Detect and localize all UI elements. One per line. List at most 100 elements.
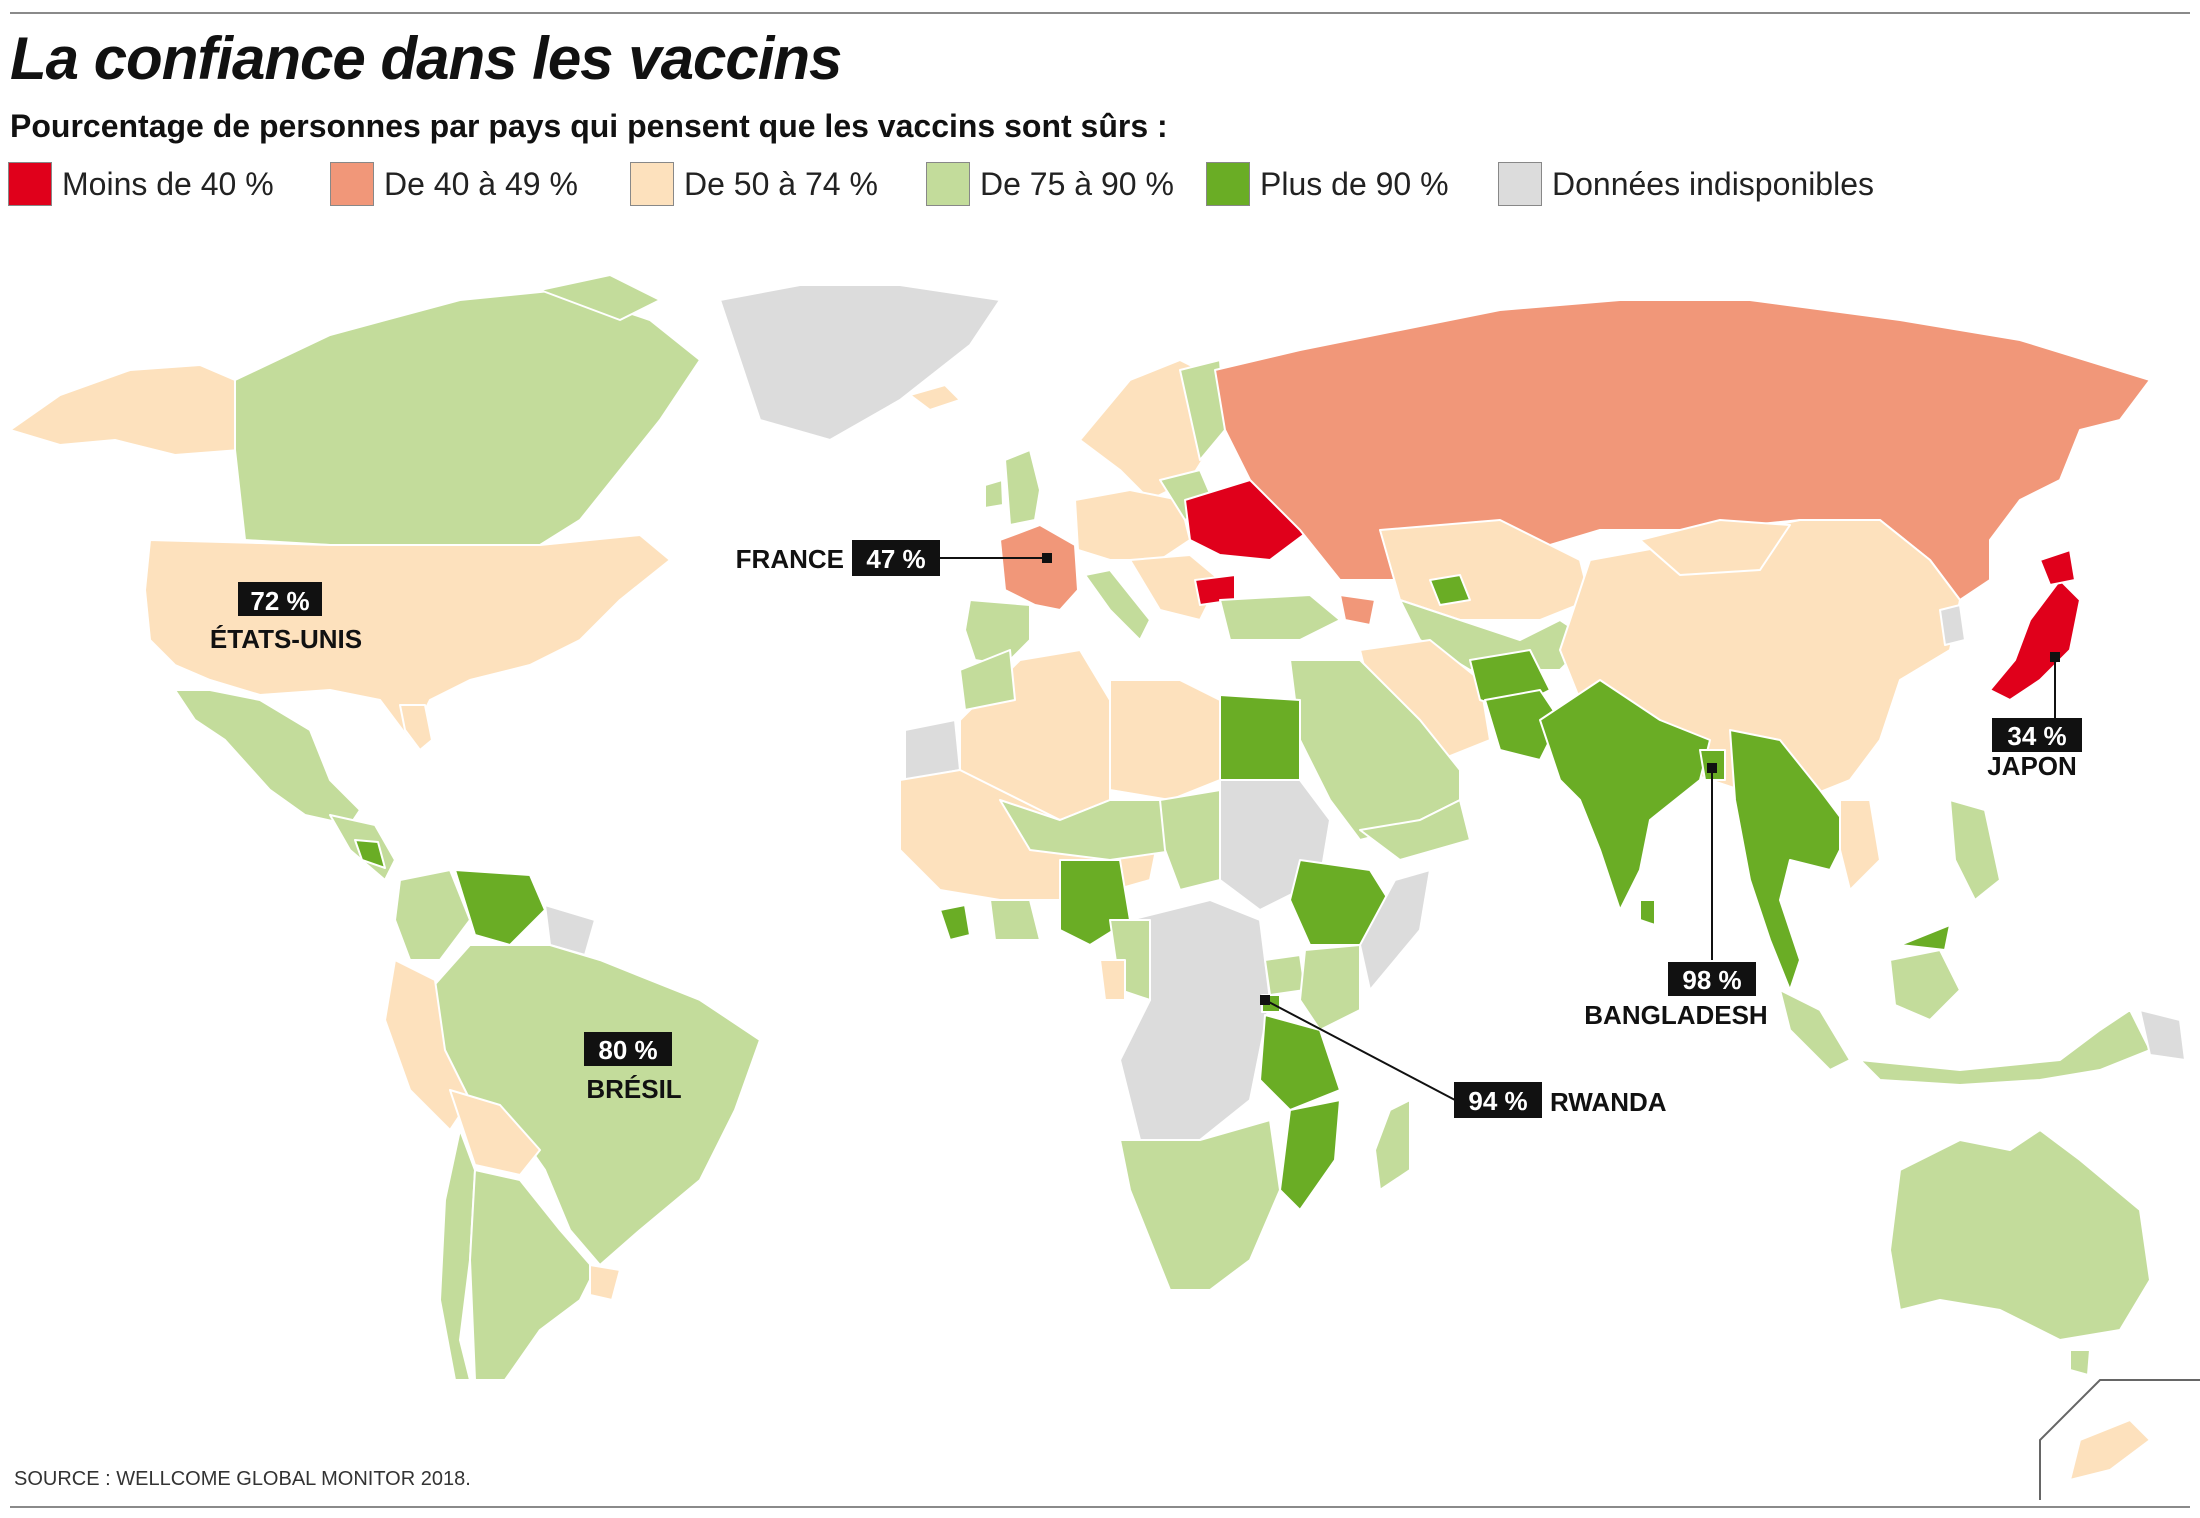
value-badge [1992, 718, 2082, 752]
legend-item-50-74: De 50 à 74 % [630, 160, 878, 208]
region-ireland [984, 479, 1004, 509]
region-philippines [1949, 799, 2001, 901]
legend-swatch [926, 162, 970, 206]
region-japan [1989, 579, 2081, 701]
top-rule [10, 12, 2190, 14]
legend-swatch [1206, 162, 1250, 206]
legend-item-75-90: De 75 à 90 % [926, 160, 1174, 208]
value-badge [852, 540, 940, 576]
region-png [2139, 1009, 2186, 1061]
region-tajikistan [1429, 574, 1471, 606]
page-title: La confiance dans les vaccins [10, 25, 842, 92]
callout-japan: 34 % JAPON [1987, 718, 2082, 781]
callout-bangladesh-value: 98 % [1682, 965, 1741, 995]
region-borneo [1889, 949, 1961, 1021]
region-honduras [354, 839, 386, 869]
callout-bangladesh-name: BANGLADESH [1584, 1000, 1767, 1030]
callout-rwanda-value: 94 % [1468, 1086, 1527, 1116]
leader-line-rwanda [1264, 999, 1456, 1101]
legend-item-no-data: Données indisponibles [1498, 160, 1874, 208]
region-central-africa [1119, 899, 1271, 1141]
value-badge [584, 1032, 672, 1066]
region-indonesia-sumatra [1779, 989, 1851, 1071]
region-uk [1004, 449, 1041, 526]
region-mongolia [1639, 519, 1791, 576]
region-australia [1889, 1129, 2151, 1341]
region-morocco [959, 649, 1016, 711]
callout-usa-value: 72 % [250, 586, 309, 616]
callout-brazil-name: BRÉSIL [586, 1074, 681, 1104]
callout-france-value: 47 % [866, 544, 925, 574]
region-kenya [1299, 944, 1361, 1031]
region-bolivia [449, 1089, 541, 1176]
callout-france: FRANCE 47 % [736, 540, 940, 576]
legend-swatch [8, 162, 52, 206]
marker-rwanda [1260, 995, 1270, 1005]
callout-japan-name: JAPON [1987, 751, 2077, 781]
region-alaska [9, 364, 241, 456]
region-uganda [1264, 954, 1306, 996]
page-subtitle: Pourcentage de personnes par pays qui pe… [10, 108, 1168, 144]
legend-label: Données indisponibles [1552, 165, 1874, 202]
region-libya [1109, 679, 1221, 801]
region-canada [234, 289, 701, 546]
callout-brazil-value: 80 % [598, 1035, 657, 1065]
legend-item-40-49: De 40 à 49 % [330, 160, 578, 208]
source-note: SOURCE : WELLCOME GLOBAL MONITOR 2018. [14, 1468, 471, 1490]
legend-label: De 75 à 90 % [980, 165, 1174, 202]
marker-france [1042, 553, 1052, 563]
region-india [1539, 679, 1711, 911]
marker-bangladesh [1707, 763, 1717, 773]
callout-usa: 72 % ÉTATS-UNIS [210, 582, 362, 654]
value-badge [238, 582, 322, 616]
region-canada-islands [539, 274, 661, 321]
region-mozambique [1279, 1099, 1341, 1211]
region-southern-africa [1119, 1119, 1281, 1291]
region-central-europe [1074, 489, 1191, 561]
region-southeast-asia [1729, 729, 1851, 991]
legend: Moins de 40 % De 40 à 49 % De 50 à 74 % … [8, 160, 2188, 210]
region-korea [1939, 604, 1966, 646]
region-venezuela [454, 869, 546, 946]
region-greenland [719, 284, 1001, 441]
region-france [999, 524, 1079, 611]
legend-label: Moins de 40 % [62, 165, 274, 202]
callout-japan-value: 34 % [2007, 721, 2066, 751]
region-italy [1084, 569, 1151, 641]
callout-brazil: 80 % BRÉSIL [584, 1032, 682, 1104]
region-turkey [1219, 594, 1341, 641]
region-uruguay [589, 1264, 621, 1301]
region-malaysia [1899, 924, 1951, 951]
callout-rwanda-name: RWANDA [1550, 1087, 1667, 1117]
region-madagascar [1374, 1099, 1411, 1191]
region-yemen-oman [1359, 799, 1471, 861]
region-tasmania [2069, 1349, 2091, 1376]
region-mexico [174, 689, 361, 826]
region-chad [1159, 789, 1221, 891]
region-egypt [1219, 694, 1301, 781]
value-badge [1454, 1082, 1542, 1118]
region-gabon [1099, 959, 1126, 1001]
region-indonesia-east [1859, 1009, 2151, 1086]
region-caucasus [1339, 594, 1376, 626]
callout-rwanda: 94 % RWANDA [1454, 1082, 1667, 1118]
region-vietnam [1839, 799, 1881, 891]
region-sri-lanka [1639, 899, 1656, 926]
callout-usa-name: ÉTATS-UNIS [210, 624, 362, 654]
region-liberia [939, 904, 971, 941]
callout-france-name: FRANCE [736, 544, 844, 574]
region-tanzania [1259, 1014, 1341, 1111]
region-new-zealand [2069, 1419, 2151, 1481]
legend-swatch [1498, 162, 1542, 206]
legend-item-over-90: Plus de 90 % [1206, 160, 1449, 208]
value-badge [1668, 962, 1756, 996]
region-iceland [909, 384, 961, 411]
region-argentina [469, 1169, 596, 1381]
legend-item-under-40: Moins de 40 % [8, 160, 274, 208]
legend-label: De 40 à 49 % [384, 165, 578, 202]
legend-swatch [630, 162, 674, 206]
region-somalia [1359, 869, 1431, 991]
region-ghana [989, 899, 1041, 941]
bottom-rule [10, 1506, 2190, 1508]
region-colombia [394, 869, 471, 961]
